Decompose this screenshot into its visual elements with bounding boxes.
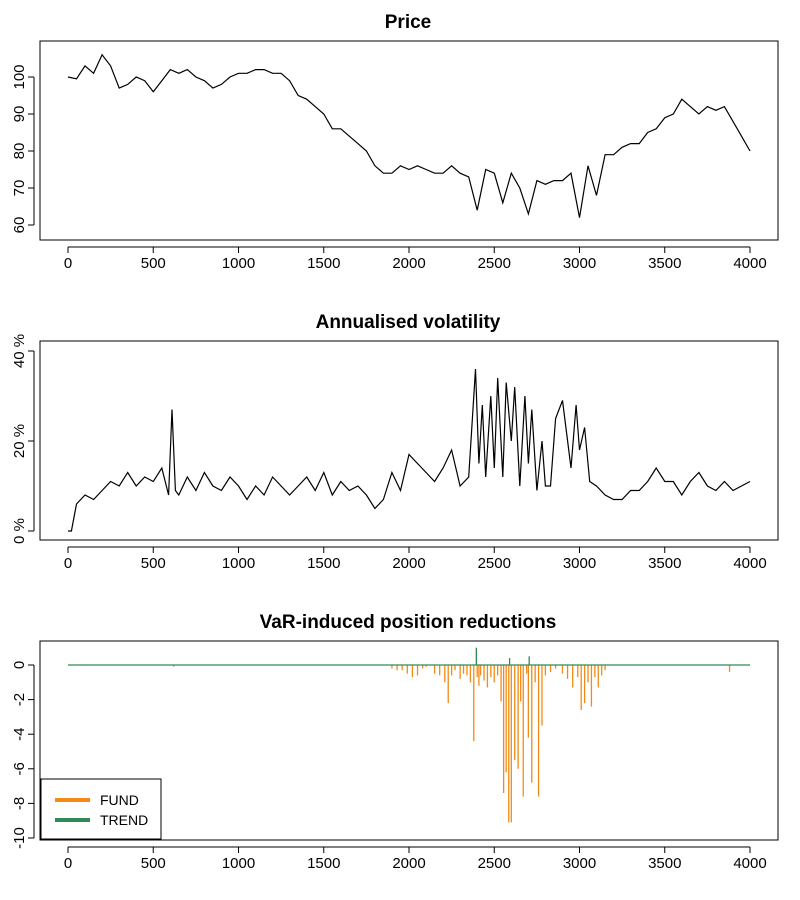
y-tick-label: 70 [11,180,28,197]
x-tick-label: 500 [141,855,166,872]
x-tick-label: 1500 [307,255,340,272]
x-tick-label: 2000 [392,855,425,872]
x-tick-label: 2000 [392,555,425,572]
plot-frame [39,340,779,541]
y-tick-label: -6 [11,762,28,775]
x-tick-label: 0 [64,855,72,872]
y-tick-label: 40 % [11,334,28,368]
y-tick-label: 80 [11,143,28,160]
x-tick-label: 500 [141,555,166,572]
legend-label: TREND [100,812,148,828]
x-tick-label: 3000 [563,555,596,572]
x-tick-label: 1500 [307,555,340,572]
series-line [68,368,751,532]
x-tick-label: 0 [64,555,72,572]
y-tick-label: -4 [11,728,28,741]
volatility-panel: Annualised volatility 0 500 1000 1500 2000 25… [11,312,779,572]
x-tick-label: 2500 [478,855,511,872]
volatility-title: Annualised volatility [316,312,501,333]
x-tick-label: 500 [141,255,166,272]
plot-frame [39,40,779,241]
x-tick-label: 4000 [733,255,766,272]
var-reductions-title: VaR-induced position reductions [260,612,557,633]
legend: FUND TREND [40,778,162,840]
series-line [67,53,751,218]
var-reductions-panel: VaR-induced position reductions 0 500 1000… [11,612,779,872]
y-tick-label: -10 [11,827,28,849]
y-tick-label: 60 [11,217,28,234]
legend-box [40,778,162,840]
y-tick-label: 90 [11,106,28,123]
legend-label: FUND [100,792,139,808]
x-tick-label: 4000 [733,855,766,872]
price-title: Price [385,12,431,33]
price-panel: Price 0 500 1000 1500 2000 2500 3000 3500 4000 60… [11,12,779,272]
x-tick-label: 2500 [478,255,511,272]
y-tick-label: -8 [11,797,28,810]
plot-frame [39,640,779,841]
x-tick-label: 3500 [648,855,681,872]
x-tick-label: 0 [64,255,72,272]
x-tick-label: 3500 [648,555,681,572]
x-tick-label: 3000 [563,255,596,272]
y-tick-label: 0 % [11,518,28,544]
x-tick-label: 1000 [222,855,255,872]
x-tick-label: 1500 [307,855,340,872]
x-tick-label: 2500 [478,555,511,572]
x-tick-label: 1000 [222,255,255,272]
y-tick-label: 100 [11,64,28,89]
x-tick-label: 4000 [733,555,766,572]
x-tick-label: 1000 [222,555,255,572]
y-tick-label: 0 [11,661,28,669]
y-tick-label: 20 % [11,424,28,458]
x-tick-label: 3500 [648,255,681,272]
x-tick-label: 2000 [392,255,425,272]
x-tick-label: 3000 [563,855,596,872]
y-tick-label: -2 [11,693,28,706]
